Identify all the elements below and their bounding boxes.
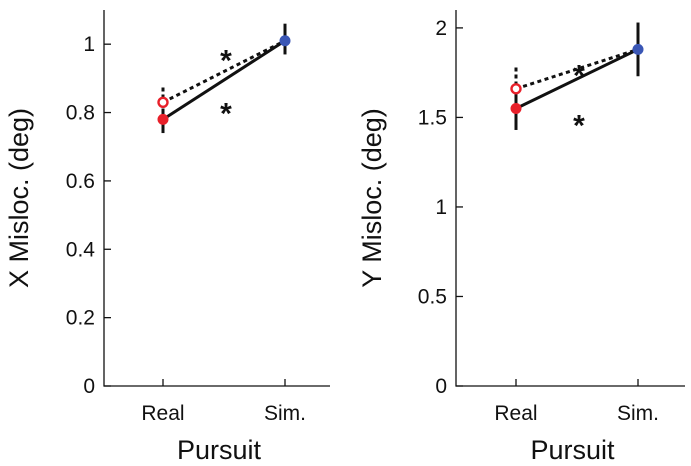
x-tick-label: Sim.: [617, 402, 659, 425]
significance-asterisk: *: [573, 59, 585, 92]
y-tick-label: 0.5: [418, 285, 447, 308]
y-tick-label: 1: [435, 196, 447, 219]
y-tick-label: 0.8: [66, 102, 95, 125]
axes-spine: [103, 10, 330, 387]
y-tick-label: 0.4: [66, 238, 96, 261]
series-line-dotted: [162, 39, 286, 104]
axes-spine: [455, 10, 685, 387]
significance-asterisk: *: [573, 109, 585, 142]
y-tick-label: 2: [435, 17, 447, 40]
y-tick-label: 0: [435, 375, 447, 398]
data-point-open: [510, 83, 522, 95]
data-point: [279, 35, 291, 47]
x-axis-title: Pursuit: [177, 435, 262, 465]
y-axis-title: X Misloc. (deg): [4, 108, 34, 288]
panel-y-misloc: 0 0.5 1 1.5 2 Real Sim.Pursuit Y Misloc. (deg) *…: [357, 10, 685, 465]
data-point: [510, 102, 522, 114]
data-point: [157, 113, 169, 125]
x-tick-label: Real: [141, 402, 184, 425]
y-axis-title: Y Misloc. (deg): [357, 108, 387, 288]
y-tick-label: 1.5: [418, 106, 447, 129]
x-tick-label: Real: [494, 402, 537, 425]
data-point: [632, 43, 644, 55]
significance-asterisk: *: [220, 98, 232, 131]
series-line-solid: [515, 48, 639, 110]
series-line-solid: [162, 39, 286, 121]
y-tick-label: 0.2: [66, 307, 95, 330]
y-tick-label: 0.6: [66, 170, 95, 193]
series-line-dotted: [515, 47, 639, 91]
panel-x-misloc: 0 0.2 0.4 0.6 0.8 1 Real Sim.Pursuit X Misloc. (…: [4, 10, 330, 465]
data-point-open: [157, 96, 169, 108]
significance-asterisk: *: [220, 45, 232, 78]
x-tick-label: Sim.: [264, 402, 306, 425]
y-tick-label: 0: [83, 375, 95, 398]
y-tick-label: 1: [83, 33, 95, 56]
x-axis-title: Pursuit: [530, 435, 615, 465]
